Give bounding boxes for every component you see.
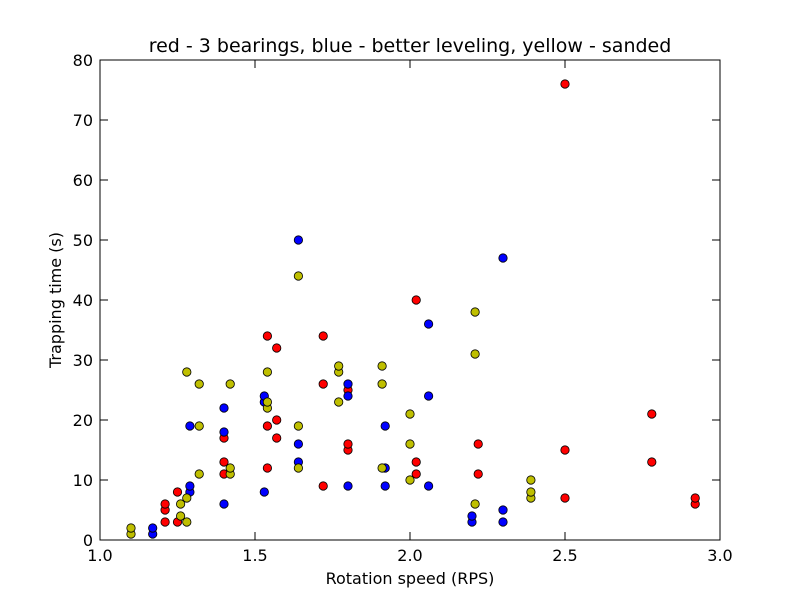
data-point-s1-14 (343, 481, 353, 491)
data-point-s2-9 (194, 379, 204, 389)
data-point-s1-7 (219, 403, 229, 413)
data-point-s1-26 (498, 505, 508, 515)
data-point-s2-21 (334, 361, 344, 371)
data-point-s0-22 (411, 295, 421, 305)
data-point-s0-21 (411, 457, 421, 467)
plot-frame (99, 59, 721, 541)
data-point-s2-29 (470, 349, 480, 359)
data-point-s0-8 (262, 463, 272, 473)
y-tick-label-4: 40 (73, 291, 93, 310)
y-tick-label-3: 30 (73, 351, 93, 370)
data-point-s1-24 (467, 511, 477, 521)
data-point-s0-15 (318, 379, 328, 389)
data-point-s1-4 (185, 421, 195, 431)
data-point-s0-18 (343, 439, 353, 449)
data-point-s2-23 (377, 379, 387, 389)
x-tick-label-1: 1.5 (242, 546, 267, 565)
data-point-s0-28 (647, 457, 657, 467)
data-point-s2-28 (470, 499, 480, 509)
y-tick-label-2: 20 (73, 411, 93, 430)
data-point-s0-24 (473, 439, 483, 449)
data-point-s1-21 (423, 391, 434, 401)
data-point-s0-12 (272, 415, 282, 425)
data-point-s0-10 (262, 331, 272, 341)
x-tick-label-4: 3.0 (707, 546, 732, 565)
data-point-s2-12 (225, 379, 235, 389)
data-point-s2-3 (176, 499, 186, 509)
data-point-s1-5 (219, 499, 229, 509)
data-point-s2-30 (470, 307, 480, 317)
data-point-s2-33 (526, 475, 536, 485)
data-point-s1-13 (293, 235, 303, 245)
data-point-s1-15 (343, 391, 353, 401)
data-point-s2-7 (194, 469, 204, 479)
data-point-s0-31 (690, 493, 700, 503)
data-point-s2-2 (176, 511, 186, 521)
data-point-s0-27 (560, 79, 570, 89)
data-point-s2-27 (405, 409, 415, 419)
x-tick-label-0: 1.0 (87, 546, 112, 565)
y-axis-label: Trapping time (s) (46, 232, 65, 369)
data-point-s2-22 (377, 463, 387, 473)
data-point-s2-19 (334, 397, 344, 407)
plot-area (126, 79, 700, 539)
data-point-s0-4 (172, 487, 183, 497)
data-point-s2-8 (194, 421, 204, 431)
data-point-s0-20 (411, 469, 421, 479)
data-point-s1-17 (380, 481, 390, 491)
data-point-s0-14 (318, 481, 328, 491)
data-point-s1-12 (293, 439, 303, 449)
data-point-s0-29 (647, 409, 657, 419)
y-tick-label-5: 50 (73, 231, 93, 250)
data-point-s1-27 (498, 253, 508, 263)
data-point-s2-11 (225, 463, 235, 473)
data-point-s2-17 (293, 421, 303, 431)
data-point-s1-20 (423, 481, 434, 491)
data-point-s1-16 (343, 379, 353, 389)
data-point-s2-4 (182, 517, 192, 527)
chart-title: red - 3 bearings, blue - better leveling… (149, 35, 672, 57)
y-tick-label-0: 0 (83, 531, 93, 550)
data-point-s0-6 (219, 457, 229, 467)
data-point-s1-1 (148, 523, 158, 533)
data-point-s1-8 (259, 487, 269, 497)
data-point-s2-25 (405, 475, 415, 485)
data-point-s2-32 (526, 487, 536, 497)
y-tick-label-7: 70 (73, 111, 93, 130)
data-point-s0-25 (560, 493, 570, 503)
data-point-s0-0 (160, 517, 170, 527)
data-point-s1-25 (498, 517, 508, 527)
y-tick-label-8: 80 (73, 51, 93, 70)
data-point-s2-6 (182, 367, 192, 377)
data-point-s0-9 (262, 421, 272, 431)
data-point-s2-14 (262, 397, 272, 407)
data-point-s1-3 (185, 481, 195, 491)
x-tick-label-2: 2.0 (397, 546, 422, 565)
data-point-s2-24 (377, 361, 387, 371)
data-point-s0-23 (473, 469, 483, 479)
data-point-s0-2 (160, 499, 170, 509)
x-axis-label: Rotation speed (RPS) (326, 569, 495, 588)
data-point-s0-16 (318, 331, 328, 341)
axis-ticks: 1.0 1.5 2.0 2.5 3.0 0 10 20 30 40 50 60 70 80 (73, 51, 733, 565)
data-point-s1-6 (219, 427, 229, 437)
data-point-s2-1 (126, 523, 136, 533)
data-point-s0-26 (560, 445, 570, 455)
y-tick-label-1: 10 (73, 471, 93, 490)
data-point-s0-13 (272, 343, 282, 353)
y-tick-label-6: 60 (73, 171, 93, 190)
data-point-s2-16 (293, 463, 303, 473)
data-point-s0-11 (272, 433, 282, 443)
data-point-s2-26 (405, 439, 415, 449)
data-point-s2-18 (293, 271, 303, 281)
data-point-s1-22 (423, 319, 434, 329)
data-point-s2-5 (182, 493, 192, 503)
x-tick-label-3: 2.5 (552, 546, 577, 565)
data-point-s1-19 (380, 421, 390, 431)
data-point-s2-15 (262, 367, 272, 377)
